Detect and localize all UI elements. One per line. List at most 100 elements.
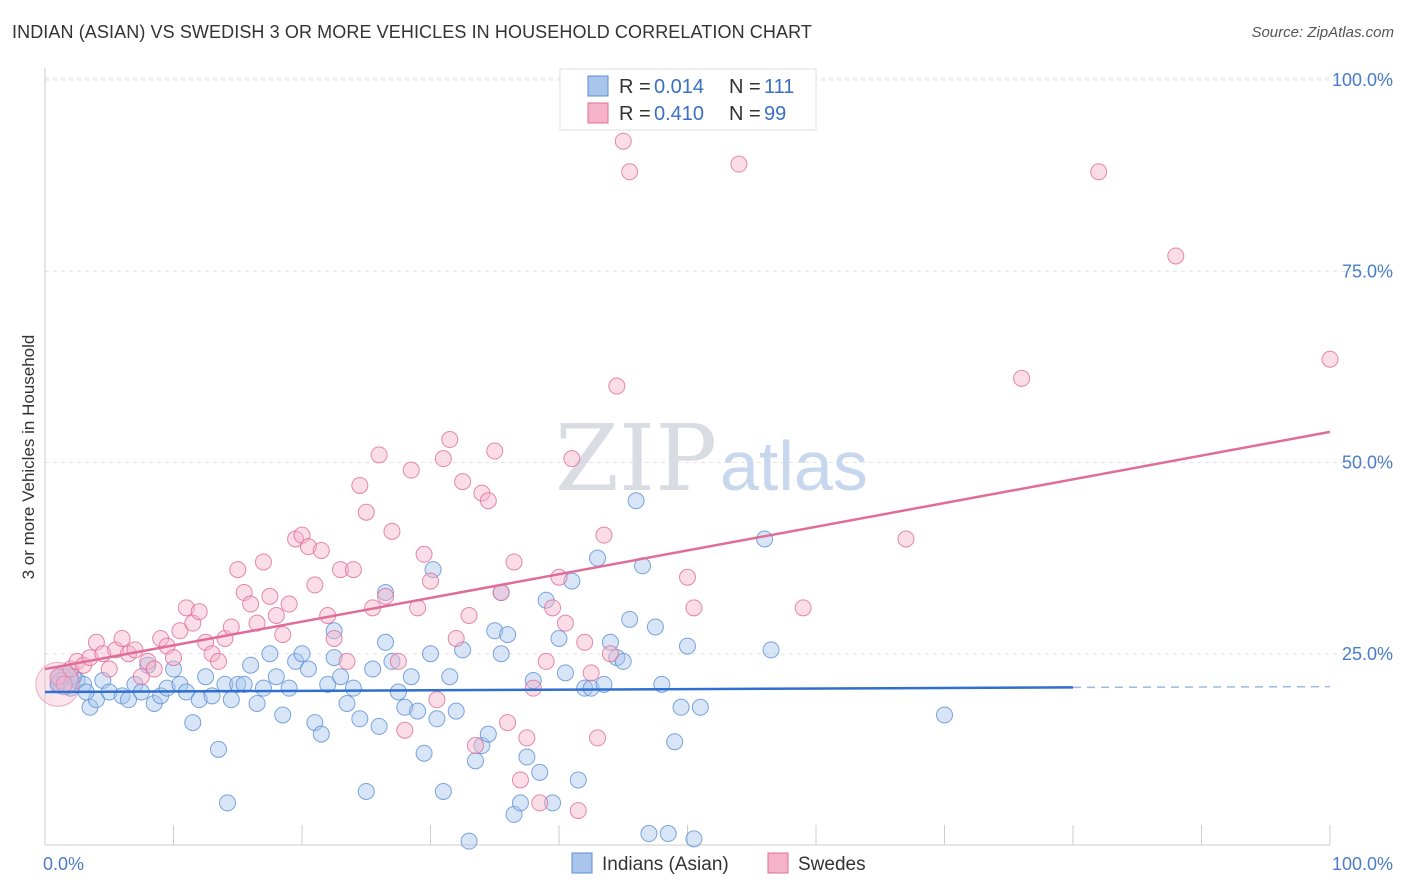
point-swedes — [396, 721, 414, 739]
point-swedes — [499, 714, 517, 732]
point-indians — [685, 830, 703, 848]
point-indians — [621, 610, 639, 628]
point-swedes — [576, 633, 594, 651]
bottom-legend-label-2: Swedes — [798, 854, 866, 875]
legend-n-label-2: N = — [729, 103, 761, 125]
point-indians — [672, 698, 690, 716]
bottom-legend-label-1: Indians (Asian) — [602, 854, 729, 875]
point-swedes — [165, 649, 182, 667]
point-indians — [428, 710, 446, 728]
series-indians-points — [49, 492, 953, 850]
point-swedes — [1321, 350, 1339, 368]
point-indians — [544, 794, 562, 812]
point-indians — [936, 706, 953, 724]
point-indians — [691, 698, 709, 716]
point-swedes — [582, 664, 600, 682]
point-indians — [627, 492, 645, 510]
legend-r-value-2: 0.410 — [654, 103, 704, 125]
point-swedes — [306, 576, 324, 594]
point-swedes — [621, 163, 639, 181]
point-indians — [280, 679, 298, 697]
point-indians — [377, 633, 395, 651]
point-indians — [659, 825, 677, 843]
chart-title: INDIAN (ASIAN) VS SWEDISH 3 OR MORE VEHI… — [12, 22, 812, 42]
point-swedes — [190, 603, 208, 621]
point-swedes — [312, 541, 330, 559]
point-indians — [254, 679, 272, 697]
legend-swatch-pink — [587, 102, 609, 124]
point-indians — [756, 530, 774, 548]
point-swedes — [177, 599, 195, 617]
point-swedes — [383, 522, 401, 540]
trend-lines — [44, 430, 1331, 694]
point-swedes — [589, 729, 607, 747]
point-indians — [409, 702, 427, 720]
x-tick-label: 0.0% — [43, 854, 84, 874]
point-swedes — [338, 652, 356, 670]
point-swedes — [389, 652, 407, 670]
point-swedes — [794, 599, 812, 617]
watermark-zip: ZIP — [555, 405, 717, 512]
point-swedes — [685, 599, 703, 617]
bottom-legend-swatch-pink — [767, 852, 789, 874]
point-swedes — [377, 587, 395, 605]
trend-line-indians-extension — [1072, 685, 1331, 689]
tick-labels: 25.0% 50.0% 75.0% 100.0% 0.0% 100.0% — [43, 70, 1393, 874]
point-swedes — [332, 561, 350, 579]
point-swedes — [460, 607, 478, 624]
legend-n-label-1: N = — [729, 76, 761, 98]
point-swedes — [415, 545, 433, 563]
point-indians — [614, 652, 632, 670]
point-indians — [550, 629, 568, 647]
point-swedes — [126, 641, 144, 659]
point-swedes — [1090, 163, 1108, 181]
point-indians — [492, 645, 510, 663]
point-indians — [511, 794, 529, 812]
point-swedes — [537, 652, 555, 670]
point-swedes — [595, 526, 613, 544]
point-swedes — [454, 473, 472, 491]
point-indians — [338, 694, 356, 712]
point-indians — [248, 694, 266, 712]
point-indians — [434, 782, 452, 800]
point-swedes — [422, 572, 439, 590]
point-indians — [184, 714, 202, 732]
point-swedes — [357, 503, 375, 521]
point-indians — [499, 626, 517, 644]
point-swedes — [299, 538, 317, 556]
grid-lines — [45, 77, 1392, 655]
point-swedes — [608, 377, 626, 395]
y-tick-label: 100.0% — [1332, 70, 1393, 90]
legend-r-value-1: 0.014 — [654, 76, 704, 98]
point-swedes — [100, 660, 118, 678]
point-indians — [218, 794, 236, 812]
y-tick-label: 75.0% — [1342, 261, 1393, 281]
point-swedes — [267, 607, 285, 624]
point-indians — [197, 668, 215, 686]
bottom-legend: Indians (Asian) Swedes — [571, 852, 866, 875]
point-swedes — [679, 568, 696, 586]
y-tick-label: 50.0% — [1342, 453, 1393, 473]
point-swedes — [531, 794, 549, 812]
point-indians — [332, 668, 350, 686]
point-indians — [383, 652, 401, 670]
point-swedes — [556, 614, 574, 632]
point-indians — [267, 668, 285, 686]
trend-line-swedes — [44, 430, 1331, 671]
point-swedes — [614, 132, 632, 150]
point-swedes — [145, 660, 163, 678]
point-indians — [415, 744, 433, 762]
point-swedes — [505, 553, 523, 571]
watermark-atlas: atlas — [720, 427, 868, 505]
point-swedes — [434, 450, 452, 468]
point-swedes — [274, 626, 292, 644]
point-indians — [582, 679, 600, 697]
point-swedes — [171, 622, 189, 640]
point-swedes — [550, 568, 568, 586]
point-indians — [293, 645, 311, 663]
legend: R = 0.014 N = 111 R = 0.410 N = 99 — [559, 68, 817, 131]
point-indians — [370, 717, 388, 735]
point-indians — [344, 679, 362, 697]
axes — [44, 68, 1331, 846]
point-swedes — [254, 553, 272, 571]
